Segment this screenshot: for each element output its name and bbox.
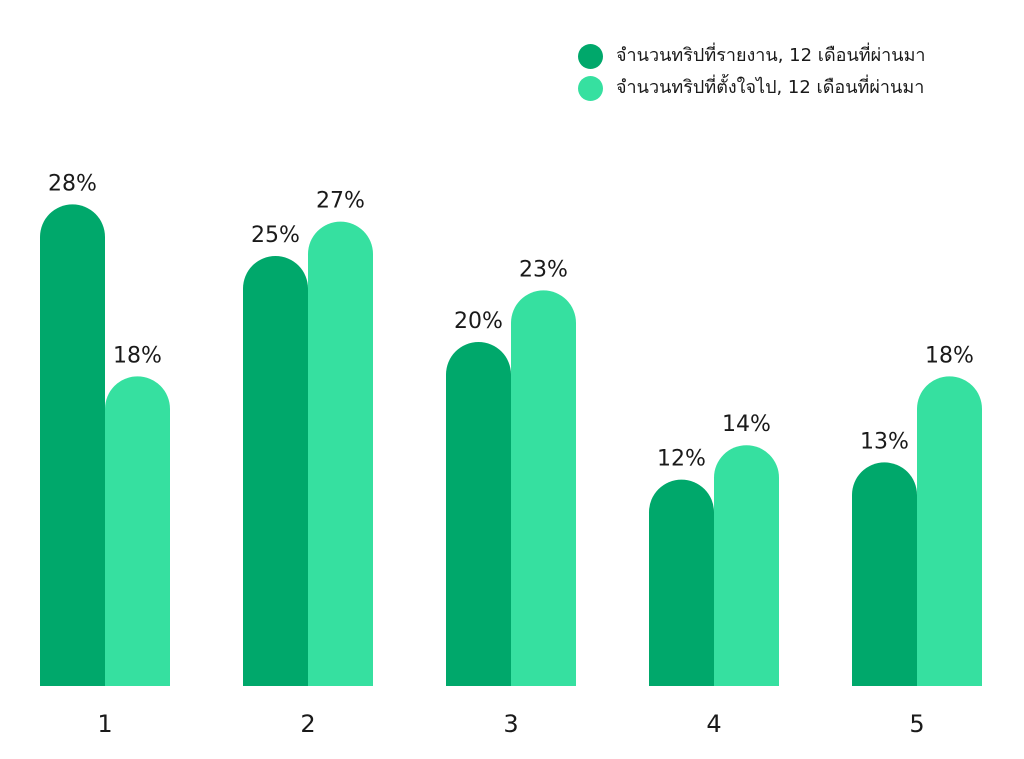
value-label-series2-cat1: 18%: [113, 343, 162, 368]
bar-series2-cat3: [511, 290, 576, 686]
category-label-3: 3: [503, 710, 518, 738]
legend-swatch-reported-trips: [578, 43, 603, 69]
value-label-series1-cat3: 20%: [454, 309, 503, 334]
bar-series2-cat2: [308, 221, 373, 686]
legend-item-intended-trips: จำนวนทริปที่ตั้งใจไป, 12 เดือนที่ผ่านมา: [578, 72, 926, 104]
legend-swatch-intended-trips: [578, 75, 603, 101]
bar-series1-cat5: [852, 462, 917, 686]
category-label-1: 1: [97, 710, 112, 738]
value-label-series2-cat5: 18%: [925, 343, 974, 368]
value-label-series1-cat2: 25%: [251, 223, 300, 248]
bar-series2-cat4: [714, 445, 779, 686]
legend-label-intended-trips: จำนวนทริปที่ตั้งใจไป, 12 เดือนที่ผ่านมา: [616, 77, 925, 98]
bar-series2-cat5: [917, 376, 982, 686]
bar-series2-cat1: [105, 376, 170, 686]
bars-layer: [40, 204, 982, 686]
value-label-series1-cat5: 13%: [860, 429, 909, 454]
category-label-5: 5: [909, 710, 924, 738]
legend-label-reported-trips: จำนวนทริปที่รายงาน, 12 เดือนที่ผ่านมา: [616, 45, 926, 66]
value-label-series2-cat4: 14%: [722, 412, 771, 437]
bar-series1-cat4: [649, 479, 714, 686]
bar-series1-cat3: [446, 342, 511, 686]
category-labels-layer: 1 2 3 4 5: [97, 710, 924, 738]
value-labels-layer: 28% 18% 25% 27% 20% 23% 12% 14% 13% 18%: [48, 171, 974, 471]
bar-series1-cat1: [40, 204, 105, 686]
value-label-series1-cat4: 12%: [657, 447, 706, 472]
legend-item-reported-trips: จำนวนทริปที่รายงาน, 12 เดือนที่ผ่านมา: [578, 40, 926, 72]
value-label-series2-cat2: 27%: [316, 189, 365, 214]
category-label-4: 4: [706, 710, 721, 738]
chart-legend: จำนวนทริปที่รายงาน, 12 เดือนที่ผ่านมา จำ…: [578, 40, 926, 104]
value-label-series1-cat1: 28%: [48, 171, 97, 196]
value-label-series2-cat3: 23%: [519, 257, 568, 282]
category-label-2: 2: [300, 710, 315, 738]
bar-series1-cat2: [243, 256, 308, 686]
